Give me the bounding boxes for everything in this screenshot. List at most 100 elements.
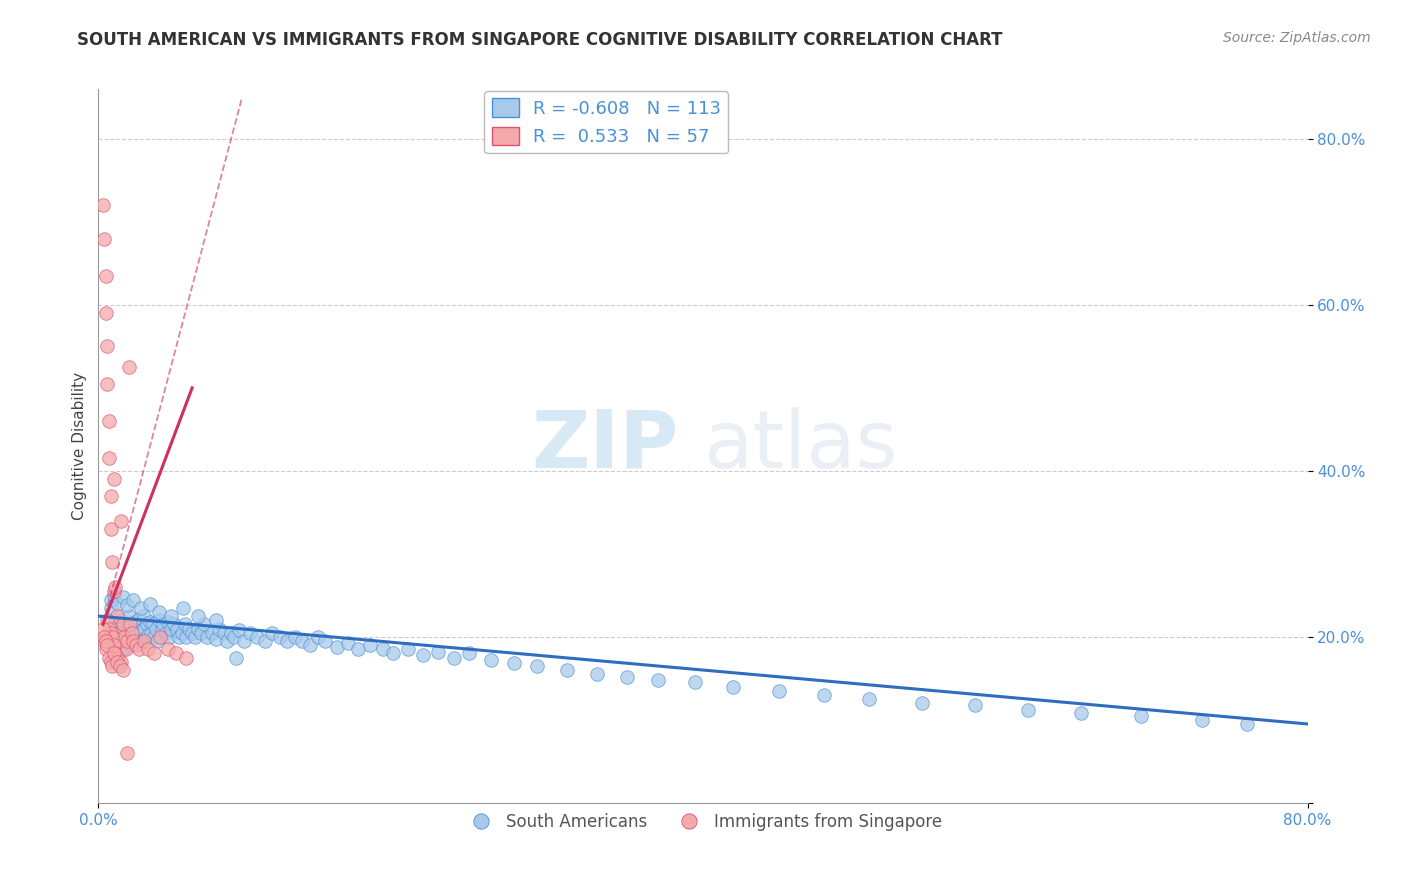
Point [121, 625, 143, 640]
Point [101, 659, 124, 673]
Point [221, 625, 243, 640]
Point [141, 625, 163, 640]
Point [115, 634, 138, 648]
Point [232, 634, 254, 648]
Point [124, 615, 146, 629]
Point [122, 634, 145, 648]
Point [526, 659, 548, 673]
Point [224, 630, 246, 644]
Point [262, 625, 284, 640]
Point [148, 605, 170, 619]
Point [145, 622, 167, 636]
Point [111, 590, 134, 604]
Point [94, 634, 117, 648]
Point [201, 625, 224, 640]
Point [163, 617, 186, 632]
Point [150, 624, 173, 638]
Point [125, 638, 148, 652]
Point [93, 231, 115, 245]
Point [103, 588, 125, 602]
Point [128, 611, 150, 625]
Point [146, 634, 169, 648]
Point [1070, 706, 1092, 721]
Point [205, 632, 228, 646]
Point [195, 630, 218, 644]
Point [103, 617, 125, 632]
Point [120, 638, 142, 652]
Point [129, 600, 152, 615]
Point [503, 657, 526, 671]
Point [212, 625, 235, 640]
Point [269, 630, 291, 644]
Point [129, 624, 152, 638]
Point [103, 647, 125, 661]
Point [100, 522, 122, 536]
Point [143, 630, 166, 644]
Point [142, 617, 165, 632]
Point [118, 609, 141, 624]
Point [98, 414, 121, 428]
Point [347, 642, 370, 657]
Point [616, 670, 638, 684]
Point [94, 642, 117, 657]
Text: SOUTH AMERICAN VS IMMIGRANTS FROM SINGAPORE COGNITIVE DISABILITY CORRELATION CHA: SOUTH AMERICAN VS IMMIGRANTS FROM SINGAP… [77, 31, 1002, 49]
Point [155, 625, 177, 640]
Point [108, 634, 131, 648]
Point [96, 613, 118, 627]
Point [246, 630, 269, 644]
Point [156, 615, 179, 629]
Point [132, 622, 155, 636]
Point [205, 613, 228, 627]
Point [173, 617, 195, 632]
Point [114, 642, 136, 657]
Point [193, 617, 215, 632]
Point [114, 622, 136, 636]
Point [360, 638, 382, 652]
Point [98, 451, 121, 466]
Point [103, 584, 125, 599]
Point [111, 617, 134, 632]
Point [172, 600, 194, 615]
Point [1130, 708, 1153, 723]
Y-axis label: Cognitive Disability: Cognitive Disability [72, 372, 87, 520]
Point [276, 634, 298, 648]
Point [858, 692, 880, 706]
Point [132, 609, 155, 624]
Point [174, 630, 197, 644]
Point [112, 630, 135, 644]
Point [159, 630, 181, 644]
Point [167, 630, 190, 644]
Point [110, 613, 132, 627]
Point [93, 634, 115, 648]
Point [371, 642, 394, 657]
Point [125, 625, 148, 640]
Point [187, 609, 209, 624]
Point [101, 630, 124, 644]
Point [107, 650, 129, 665]
Point [443, 650, 465, 665]
Point [326, 640, 349, 654]
Point [100, 625, 122, 640]
Point [481, 653, 503, 667]
Point [115, 599, 138, 613]
Point [98, 622, 121, 636]
Point [1191, 713, 1213, 727]
Point [94, 268, 117, 283]
Point [382, 647, 405, 661]
Point [307, 630, 329, 644]
Point [115, 746, 138, 760]
Point [291, 634, 314, 648]
Point [555, 663, 578, 677]
Text: atlas: atlas [703, 407, 897, 485]
Point [813, 688, 835, 702]
Point [96, 638, 118, 652]
Point [160, 622, 183, 636]
Point [100, 592, 122, 607]
Point [768, 683, 790, 698]
Point [457, 647, 479, 661]
Legend: South Americans, Immigrants from Singapore: South Americans, Immigrants from Singapo… [457, 806, 949, 838]
Point [225, 650, 247, 665]
Point [134, 632, 156, 646]
Point [911, 696, 934, 710]
Point [160, 609, 183, 624]
